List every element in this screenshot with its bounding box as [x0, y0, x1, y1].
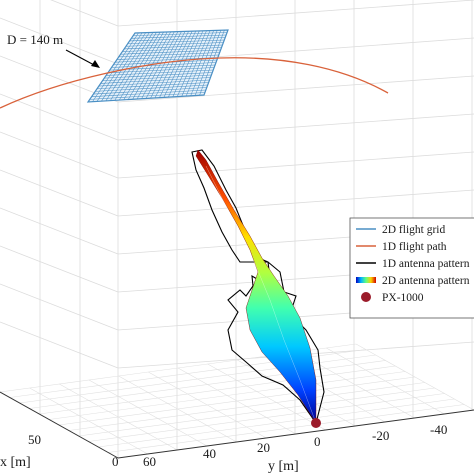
- mesh-line: [150, 31, 186, 99]
- x-axis-label: x [m]: [0, 455, 31, 470]
- legend: 2D flight grid 1D flight path 1D antenna…: [349, 217, 474, 319]
- mesh-line: [118, 52, 220, 58]
- flight-grid-outline: [86, 29, 229, 103]
- floor-gridline: [29, 387, 148, 455]
- mesh-line: [122, 47, 222, 52]
- gridline: [0, 207, 119, 255]
- floor-gridline: [88, 379, 208, 447]
- legend-label: 2D flight grid: [382, 224, 445, 236]
- antenna-pattern-1d: [191, 149, 325, 424]
- legend-box: [349, 217, 474, 319]
- legend-label: 2D antenna pattern: [382, 275, 470, 287]
- mesh-line: [120, 49, 221, 55]
- mesh-line: [111, 62, 217, 68]
- mesh-line: [116, 54, 219, 60]
- mesh-line: [131, 34, 227, 39]
- floor-gridline: [296, 351, 415, 419]
- y-axis-line: [117, 409, 474, 459]
- x-axis-ticks: 50 0: [28, 432, 119, 469]
- mesh-line: [168, 30, 200, 98]
- x-tick-label: 50: [28, 432, 41, 447]
- mesh-line: [133, 32, 228, 36]
- antenna-pattern-2d-beam: [195, 149, 317, 424]
- legend-label: 1D flight path: [382, 241, 447, 253]
- antenna-pattern-2d-hatch: [205, 165, 317, 424]
- axis-lines: [0, 391, 474, 459]
- legend-entry-antenna-1d: 1D antenna pattern: [356, 258, 470, 270]
- diameter-annotation: D = 140 m: [7, 32, 100, 68]
- y-tick-label: 60: [143, 454, 156, 469]
- gridline: [0, 321, 119, 369]
- x-tick-label: 0: [112, 454, 119, 469]
- antenna-pattern-2d: [195, 149, 317, 424]
- diameter-annotation-label: D = 140 m: [7, 32, 63, 47]
- mesh-line: [181, 30, 211, 97]
- legend-label: 1D antenna pattern: [382, 258, 470, 270]
- gridline: [50, 0, 119, 27]
- mesh-line: [124, 44, 223, 50]
- gridline: [0, 17, 119, 65]
- y-axis-label: y [m]: [268, 459, 299, 474]
- legend-entry-flight-path: 1D flight path: [356, 241, 447, 253]
- mesh-line: [127, 39, 225, 44]
- mesh-line: [115, 57, 218, 63]
- floor-gridline: [59, 383, 178, 451]
- mesh-line: [129, 37, 226, 42]
- floor-grid: [0, 343, 474, 459]
- mesh-line: [163, 30, 197, 98]
- gridline: [117, 189, 474, 217]
- mesh-line: [172, 30, 204, 97]
- floor-gridline: [177, 367, 297, 435]
- legend-entry-antenna-2d: 2D antenna pattern: [356, 275, 470, 287]
- y-tick-label: -40: [430, 422, 447, 437]
- mesh-line: [194, 30, 222, 96]
- mesh-line: [199, 30, 225, 96]
- y-axis-ticks: 60 40 20 0 -20 -40: [143, 422, 447, 469]
- floor-gridline: [118, 375, 237, 443]
- mesh-line: [185, 30, 214, 97]
- flight-path-1d: [0, 57, 389, 109]
- legend-swatch-gradient: [356, 277, 376, 283]
- gridline: [0, 245, 119, 293]
- y-tick-label: 0: [314, 434, 321, 449]
- floor-gridline: [207, 363, 326, 431]
- mesh-line: [159, 31, 193, 98]
- y-tick-label: 20: [257, 440, 270, 455]
- px1000-radar-marker: [311, 418, 321, 428]
- legend-entry-flight-grid: 2D flight grid: [356, 224, 445, 236]
- y-tick-label: 40: [203, 446, 216, 461]
- x-axis-line: [0, 391, 119, 459]
- mesh-line: [190, 30, 218, 96]
- gridline: [0, 169, 119, 217]
- legend-swatch-marker: [361, 292, 371, 302]
- legend-label: PX-1000: [382, 292, 424, 304]
- flight-grid-mesh-lines: [89, 30, 228, 102]
- annotation-arrow-line: [65, 49, 97, 67]
- gridline: [117, 113, 474, 141]
- y-tick-label: -20: [372, 428, 389, 443]
- flight-grid-2d: [86, 29, 229, 103]
- gridline: [0, 131, 119, 179]
- gridline: [117, 0, 474, 27]
- floor-gridline: [326, 347, 445, 415]
- floor-gridline: [355, 343, 474, 411]
- legend-entry-px1000: PX-1000: [361, 292, 424, 304]
- gridline: [117, 151, 474, 179]
- gridline: [0, 93, 119, 141]
- mesh-line: [125, 42, 224, 47]
- mesh-line: [176, 30, 207, 97]
- annotation-arrow-head: [91, 60, 100, 68]
- floor-gridline: [148, 371, 267, 439]
- gridline: [0, 283, 119, 331]
- mesh-line: [154, 31, 189, 99]
